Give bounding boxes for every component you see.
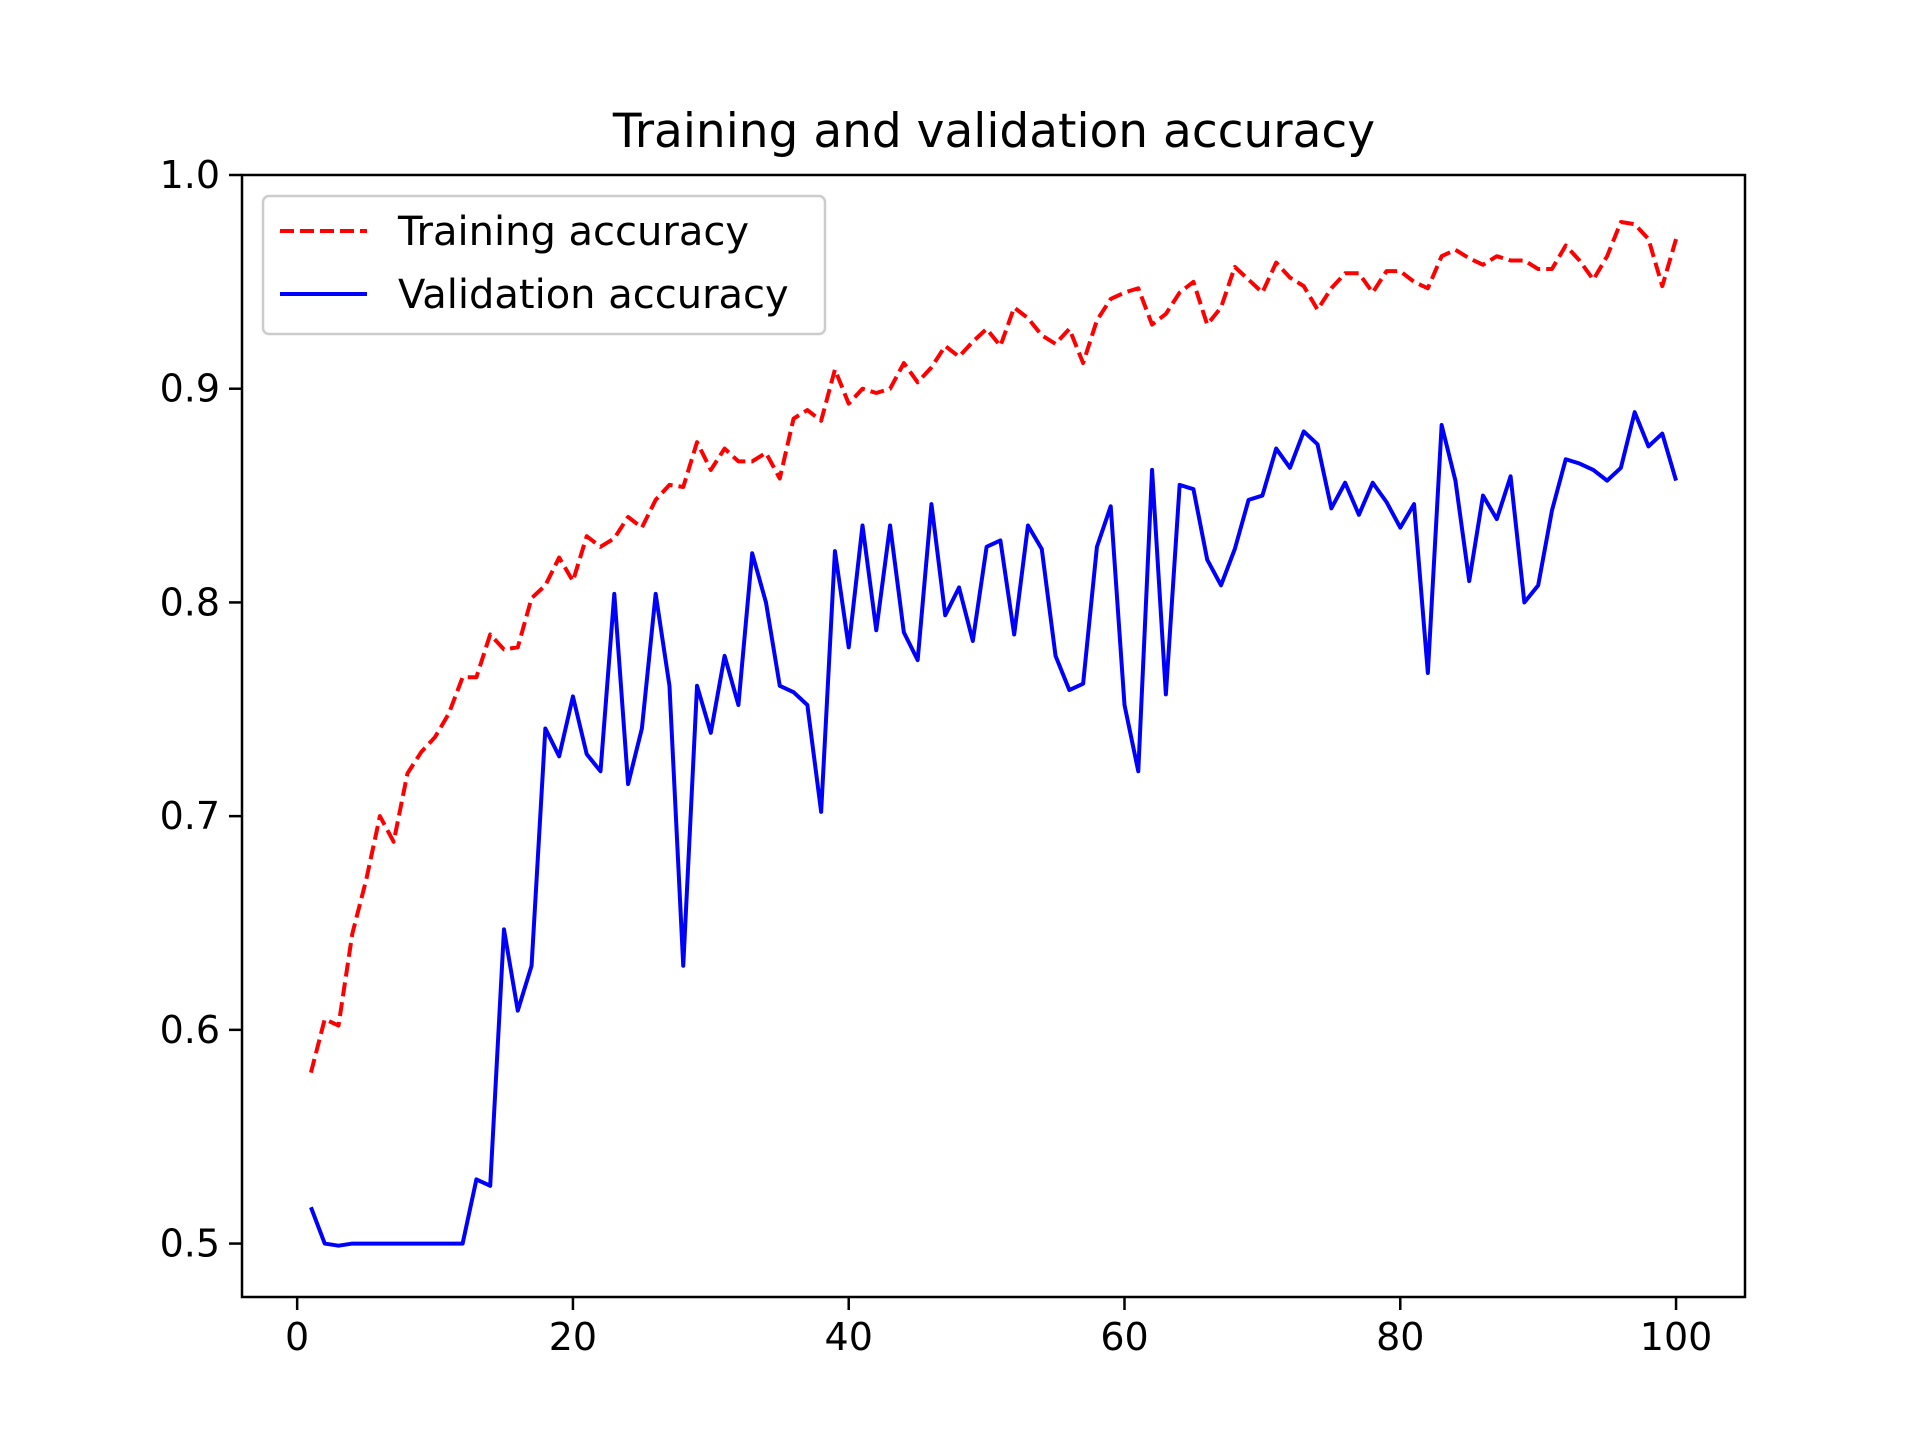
y-axis-ticks: 0.5 0.6 0.7 0.8 0.9 1.0 [160,153,242,1266]
x-axis-ticks: 0 20 40 60 80 100 [285,1297,1712,1359]
series-layer [309,220,1678,1248]
legend-label-training: Training accuracy [397,209,749,255]
series-line-training-accuracy [309,220,1678,1074]
plot-frame [240,173,1747,1299]
series-line-validation-accuracy [309,410,1678,1248]
y-tick-label: 0.9 [160,367,220,411]
chart-title: Training and validation accuracy [612,104,1375,159]
x-tick-label: 80 [1376,1315,1424,1359]
x-tick-label: 100 [1640,1315,1713,1359]
legend-label-validation: Validation accuracy [398,272,789,318]
y-tick-label: 1.0 [160,153,220,197]
y-tick-label: 0.7 [160,794,220,838]
legend: Training accuracy Validation accuracy [261,194,827,336]
x-tick-label: 60 [1100,1315,1148,1359]
y-tick-label: 0.8 [160,580,220,624]
y-tick-label: 0.5 [160,1222,220,1266]
x-tick-label: 40 [825,1315,873,1359]
x-tick-label: 20 [549,1315,597,1359]
x-tick-label: 0 [285,1315,309,1359]
legend-box [261,194,827,336]
y-tick-label: 0.6 [160,1008,220,1052]
